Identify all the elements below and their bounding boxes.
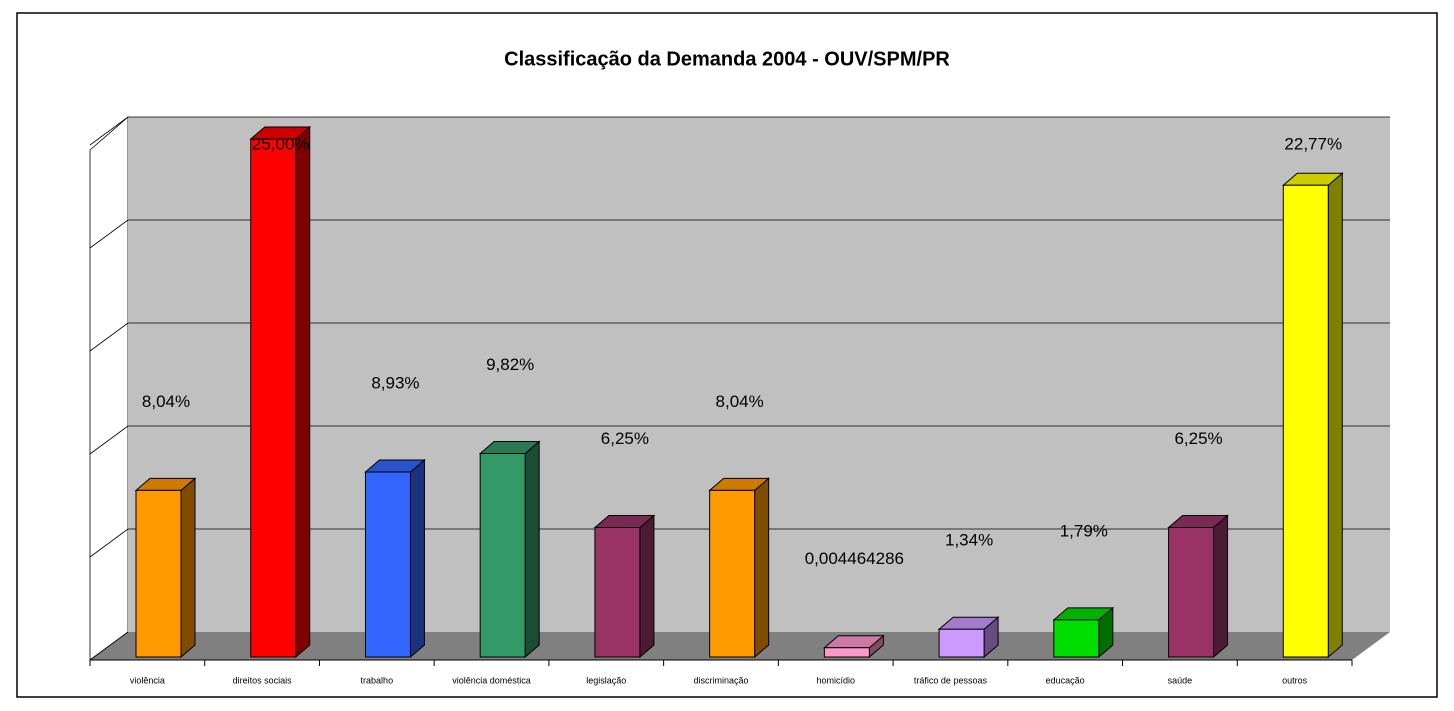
data-label: 1,34% [945,531,993,550]
bar-front [1053,619,1100,658]
grid-line [89,116,129,146]
grid-line [89,425,129,455]
bar-front [135,489,182,658]
x-tick-label: violência [130,675,165,685]
bar [364,458,426,659]
grid-line [89,528,129,558]
data-label: 0,004464286 [805,549,904,568]
x-tick-label: educação [1046,675,1085,685]
data-label: 6,25% [601,429,649,448]
bar-front [823,647,870,658]
bar-side [180,477,196,659]
x-tick-label: violência doméstica [452,675,531,685]
bar-front [364,471,411,658]
bar-side [295,125,311,659]
grid-line [89,219,129,249]
x-tick-label: homicídio [816,675,855,685]
x-tick-label: outros [1282,675,1308,685]
bar [1167,514,1229,659]
bar-side [1327,172,1343,659]
bar-side [1213,514,1229,659]
data-label: 1,79% [1060,521,1108,540]
bar [478,440,541,659]
side-wall [89,116,129,661]
bar-side [639,514,655,659]
bar [1052,606,1115,659]
data-label: 22,77% [1284,134,1342,153]
bar-front [479,453,526,658]
bar [249,125,312,659]
bar [134,477,197,659]
data-label: 8,04% [142,392,190,411]
bar-front [938,628,985,658]
x-tick-label: tráfico de pessoas [914,675,988,685]
bar-side [524,440,540,659]
chart-title: Classificação da Demanda 2004 - OUV/SPM/… [504,48,950,70]
bar [708,477,770,659]
bar-side [754,477,770,659]
x-tick-label: trabalho [361,675,394,685]
data-label: 8,93% [371,373,419,392]
bar [593,514,656,659]
bar-side [409,458,425,659]
x-tick-label: legislação [586,675,626,685]
bar-front [1168,527,1215,658]
bar-front [1282,184,1329,658]
grid-line [89,322,129,352]
data-label: 25,00% [252,134,310,153]
x-tick-label: discriminação [693,675,748,685]
grid-line [89,631,129,661]
data-label: 8,04% [716,392,764,411]
bar-front [250,138,297,658]
bar [823,634,885,659]
bar-front [709,489,756,658]
x-tick-label: direitos sociais [233,675,293,685]
bar [1281,172,1344,659]
bar [937,616,1000,659]
data-label: 9,82% [486,355,534,374]
x-tick-label: saúde [1168,675,1193,685]
bar-front [594,527,641,658]
data-label: 6,25% [1174,429,1222,448]
